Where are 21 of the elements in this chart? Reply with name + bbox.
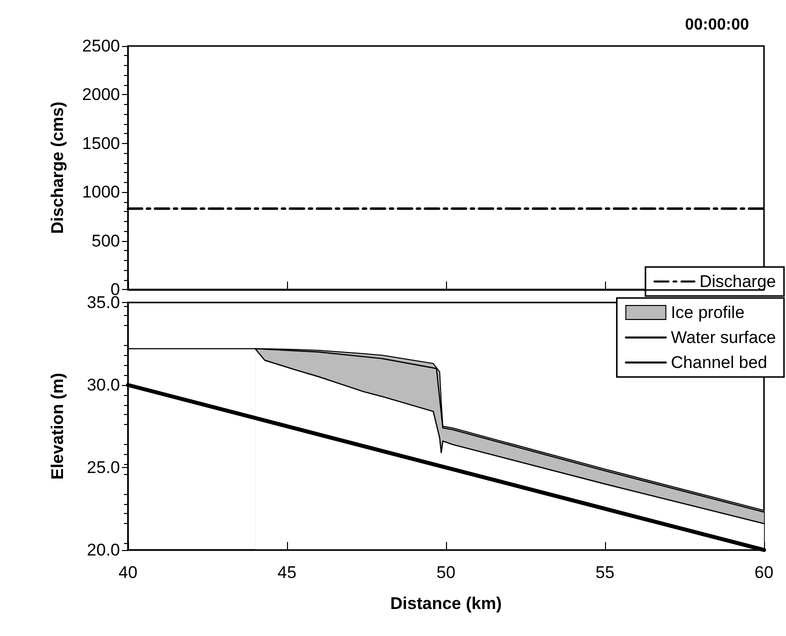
legend-label: Water surface [670, 328, 776, 347]
y-tick-label: 2000 [82, 85, 120, 104]
y-tick-label: 1000 [82, 182, 120, 202]
x-tick-label: 55 [596, 563, 614, 582]
legend-label: Channel bed [670, 353, 768, 372]
legend-label: Discharge [699, 272, 776, 291]
x-tick-label: 50 [436, 563, 456, 582]
y-axis-title: Elevation (m) [48, 372, 67, 480]
y-tick-label: 1500 [82, 134, 120, 153]
y-tick-label: 25.0 [86, 458, 120, 477]
chart-title: 00:00:00 [684, 16, 750, 34]
x-tick-label: 60 [754, 563, 774, 582]
x-tick-label: 45 [278, 563, 296, 582]
legend-label: Ice profile [670, 303, 745, 322]
y-tick-label: 2500 [82, 36, 120, 56]
x-axis-title: Distance (km) [390, 594, 502, 613]
x-tick-label: 40 [118, 563, 138, 582]
y-tick-label: 500 [92, 231, 120, 250]
y-tick-label: 20.0 [86, 540, 120, 560]
y-tick-label: 30.0 [86, 376, 120, 394]
y-axis-title: Discharge (cms) [48, 102, 67, 234]
